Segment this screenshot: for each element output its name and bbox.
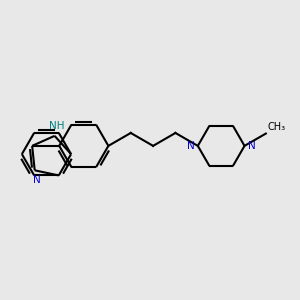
Text: N: N xyxy=(33,175,40,185)
Text: NH: NH xyxy=(49,121,64,131)
Text: N: N xyxy=(248,141,256,151)
Text: CH₃: CH₃ xyxy=(268,122,286,131)
Text: N: N xyxy=(187,141,194,151)
